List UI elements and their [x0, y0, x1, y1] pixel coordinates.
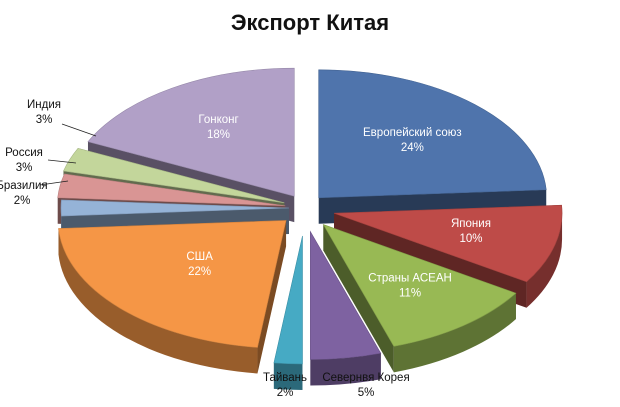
slice-value-label: 11%	[399, 287, 421, 299]
pie-slice-side	[273, 362, 303, 390]
pie-slice-9	[63, 147, 285, 204]
slice-value-label: 24%	[401, 142, 424, 154]
chart-title: Экспорт Китая	[230, 10, 390, 35]
leader-line	[39, 180, 69, 186]
slice-name-label: Тайвань	[263, 372, 307, 384]
pie-tops	[57, 67, 563, 365]
slice-name-label: Япония	[451, 218, 491, 230]
slice-value-label: 10%	[459, 233, 482, 245]
leader-line	[61, 123, 97, 137]
slice-value-label: 3%	[16, 162, 33, 174]
slice-name-label: США	[186, 251, 213, 263]
slice-value-label: 5%	[358, 387, 375, 399]
slice-name-label: Бразилия	[0, 180, 48, 192]
pie-labels: Европейский союз 24% Япония 10% Страны АСЕАН…	[0, 99, 491, 399]
slice-name-label: Гонконг	[198, 114, 238, 126]
slice-name-label: Индия	[27, 99, 61, 111]
slice-value-label: 18%	[207, 129, 230, 141]
pie-slice-10	[87, 67, 295, 197]
pie-slice-4	[310, 230, 382, 360]
pie-slice-6	[58, 220, 287, 348]
pie-slice-side	[526, 213, 563, 308]
slice-name-label: Европейский союз	[363, 127, 462, 139]
pie-slice-side	[310, 353, 381, 386]
pie-slice-2	[333, 204, 563, 283]
pie-slice-wall-start	[257, 220, 287, 374]
slice-name-label: Россия	[5, 147, 43, 159]
pie-slice-3	[322, 224, 517, 347]
slice-value-label: 3%	[36, 114, 53, 126]
pie-slice-7	[60, 199, 290, 217]
pie-slice-side	[393, 293, 516, 373]
pie-slice-5	[273, 235, 303, 365]
pie-slice-1	[318, 69, 547, 199]
slice-value-label: 2%	[277, 387, 294, 399]
pie-slice-8	[57, 173, 286, 207]
pie-slice-side	[58, 228, 258, 374]
slice-value-label: 22%	[188, 266, 211, 278]
pie-slice-wall-end	[323, 224, 394, 373]
leader-line	[47, 159, 77, 164]
slice-name-label: Страны АСЕАН	[368, 272, 452, 284]
slice-name-label: Севернвя Корея	[322, 372, 409, 384]
slice-value-label: 2%	[14, 195, 31, 207]
